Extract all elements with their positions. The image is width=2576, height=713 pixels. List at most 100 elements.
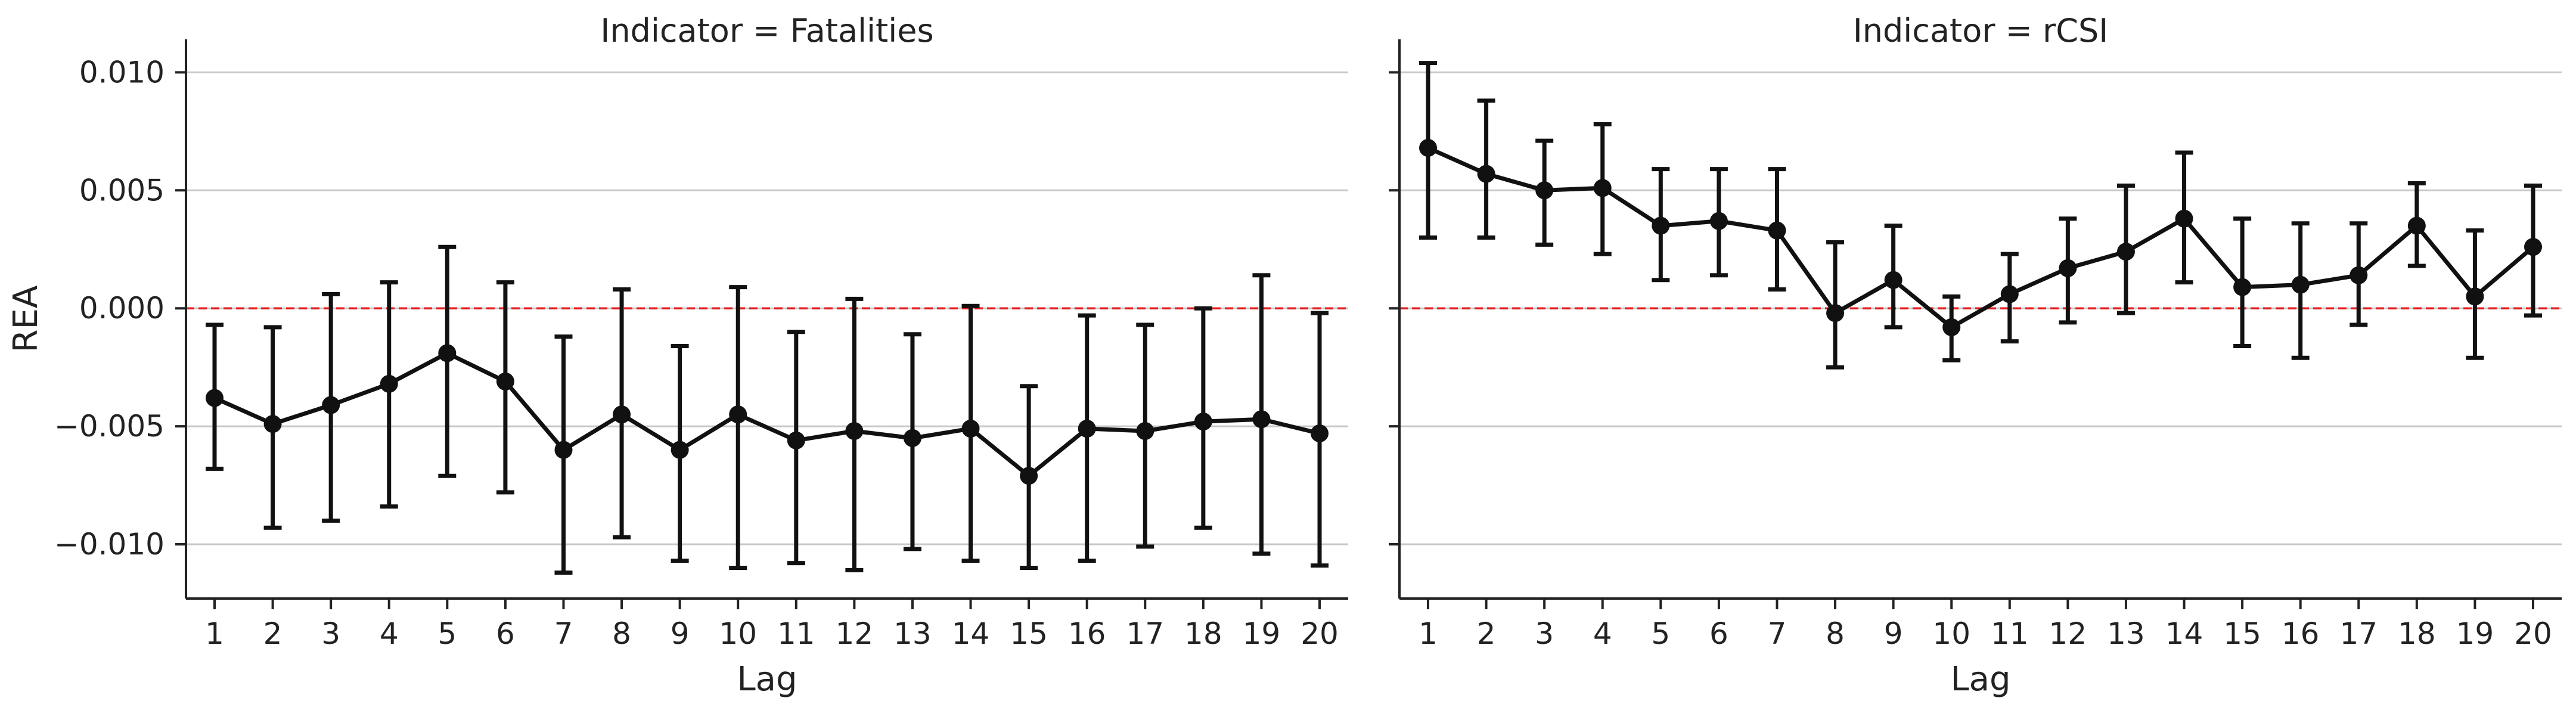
data-point: [380, 374, 398, 393]
x-tick-label: 4: [1593, 616, 1612, 651]
x-tick-label: 9: [671, 616, 690, 651]
series-line-path: [213, 351, 1320, 478]
y-tick-label: −0.010: [54, 527, 165, 562]
data-point: [1020, 467, 1038, 485]
panel-title: Indicator = Fatalities: [600, 12, 933, 49]
x-tick-label: 13: [893, 616, 932, 651]
data-point: [1884, 271, 1902, 289]
data-point: [2233, 278, 2252, 296]
y-tick-label: 0.010: [79, 55, 165, 89]
data-point: [2291, 275, 2310, 294]
x-tick-label: 7: [554, 616, 573, 651]
data-point: [2116, 243, 2135, 261]
data-points: [1419, 139, 2542, 336]
data-point: [2466, 287, 2484, 306]
data-point: [2175, 209, 2193, 228]
panel-title: Indicator = rCSI: [1853, 12, 2108, 49]
x-axis-label: Lag: [737, 660, 797, 699]
x-tick-label: 10: [719, 616, 757, 651]
x-tick-label: 15: [1010, 616, 1048, 651]
data-point: [961, 420, 980, 438]
data-point: [1477, 165, 1495, 183]
data-point: [1535, 181, 1554, 200]
data-point: [554, 441, 573, 459]
x-tick-label: 11: [777, 616, 815, 651]
data-point: [263, 415, 282, 433]
data-point: [729, 405, 747, 424]
data-point: [2524, 238, 2542, 256]
x-tick-label: 7: [1768, 616, 1787, 651]
x-tick-label: 8: [612, 616, 631, 651]
x-tick-label: 1: [1419, 616, 1438, 651]
data-point: [1136, 421, 1154, 440]
x-tick-label: 16: [1068, 616, 1106, 651]
x-tick-label: 6: [1709, 616, 1728, 651]
data-point: [1709, 212, 1728, 230]
data-point: [2407, 216, 2426, 235]
x-tick-label: 17: [1126, 616, 1164, 651]
x-tick-label: 14: [952, 616, 990, 651]
panel-rcsi: 1 2 3 4 5 6 7 8 9 10 11 12 13 14 15 16 17 18 19 20 Indicato…: [1389, 12, 2562, 699]
series-line-path: [1427, 145, 2535, 330]
data-point: [1419, 139, 1437, 157]
data-point: [613, 405, 631, 424]
y-tick-label: −0.005: [54, 409, 165, 444]
x-tick-label: 19: [2456, 616, 2494, 651]
x-tick-label: 9: [1884, 616, 1903, 651]
axes-frame: [1398, 39, 2562, 600]
data-point: [1078, 420, 1096, 438]
x-tick-label: 17: [2339, 616, 2378, 651]
y-axis-ticks: [1389, 71, 1399, 545]
series-line: [1427, 145, 2535, 330]
data-point: [496, 372, 514, 390]
x-tick-label: 14: [2165, 616, 2203, 651]
series-line: [213, 351, 1320, 478]
x-tick-label: 10: [1932, 616, 1970, 651]
data-point: [206, 389, 224, 407]
x-tick-label: 20: [1301, 616, 1339, 651]
data-point: [1768, 221, 1786, 240]
x-axis-ticks: 1 2 3 4 5 6 7 8 9 10 11 12 13 14 15 16 17 18 19 20: [205, 599, 1339, 651]
y-tick-label: 0.000: [79, 291, 165, 326]
data-point: [903, 429, 921, 447]
x-tick-label: 3: [1535, 616, 1554, 651]
data-point: [671, 441, 689, 459]
x-tick-label: 3: [321, 616, 340, 651]
x-tick-label: 15: [2223, 616, 2261, 651]
x-tick-label: 16: [2282, 616, 2320, 651]
panel-fatalities: 0.010 0.005 0.000 −0.005 −0.010 1 2 3 4 5 6 7 8 9 10 1…: [7, 12, 1348, 699]
data-point: [2000, 285, 2019, 303]
y-axis-label: REA: [7, 286, 45, 353]
data-point: [1652, 216, 1670, 235]
x-tick-label: 12: [2049, 616, 2087, 651]
data-point: [845, 421, 864, 440]
x-tick-label: 1: [205, 616, 224, 651]
x-tick-label: 6: [496, 616, 515, 651]
data-point: [1942, 318, 1961, 336]
data-point: [438, 344, 457, 362]
x-tick-label: 5: [1651, 616, 1670, 651]
x-tick-label: 5: [437, 616, 457, 651]
x-tick-label: 2: [1477, 616, 1496, 651]
data-point: [1311, 424, 1329, 442]
x-tick-label: 20: [2514, 616, 2552, 651]
x-tick-label: 18: [1184, 616, 1222, 651]
data-point: [787, 431, 805, 450]
y-tick-label: 0.005: [79, 173, 165, 207]
x-axis-ticks: 1 2 3 4 5 6 7 8 9 10 11 12 13 14 15 16 17 18 19 20: [1419, 599, 2552, 651]
x-tick-label: 19: [1243, 616, 1281, 651]
data-point: [1194, 413, 1212, 431]
data-point: [322, 396, 340, 414]
x-axis-label: Lag: [1950, 660, 2010, 699]
x-tick-label: 11: [1991, 616, 2029, 651]
x-tick-label: 4: [380, 616, 399, 651]
data-point: [1593, 179, 1612, 197]
x-tick-label: 2: [263, 616, 283, 651]
data-point: [2350, 266, 2368, 284]
x-tick-label: 8: [1826, 616, 1845, 651]
data-points: [206, 344, 1329, 485]
y-axis-ticks: 0.010 0.005 0.000 −0.005 −0.010: [54, 55, 186, 562]
x-tick-label: 18: [2398, 616, 2436, 651]
